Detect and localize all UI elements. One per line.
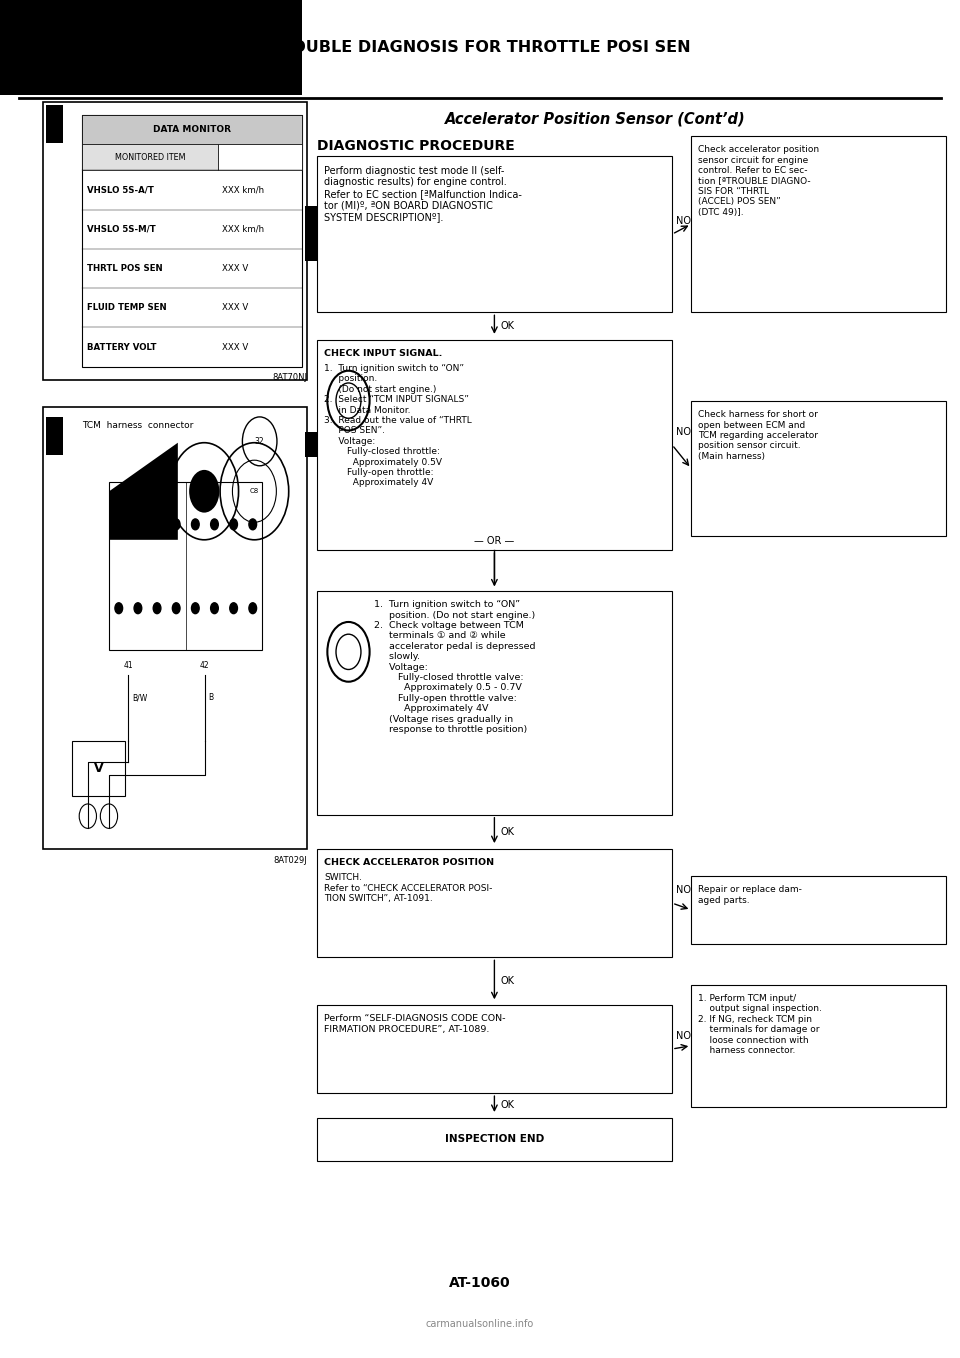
Text: 1. Perform TCM input/
    output signal inspection.
2. If NG, recheck TCM pin
  : 1. Perform TCM input/ output signal insp…: [698, 994, 822, 1055]
Text: BATTERY VOLT: BATTERY VOLT: [87, 342, 156, 352]
Polygon shape: [109, 443, 178, 539]
Text: CHECK ACCELERATOR POSITION: CHECK ACCELERATOR POSITION: [324, 858, 494, 868]
Bar: [305, 432, 317, 458]
Circle shape: [154, 519, 161, 530]
Circle shape: [249, 603, 256, 614]
Text: THRTL POS SEN: THRTL POS SEN: [87, 263, 163, 273]
Bar: [82, 144, 219, 170]
Text: NO: NO: [676, 216, 691, 225]
Text: AT-1060: AT-1060: [449, 1277, 511, 1290]
Text: VHSLO 5S-A/T: VHSLO 5S-A/T: [87, 186, 155, 194]
Circle shape: [173, 603, 180, 614]
Text: CHECK INPUT SIGNAL.: CHECK INPUT SIGNAL.: [324, 349, 443, 359]
Text: XXX V: XXX V: [223, 342, 249, 352]
Circle shape: [210, 603, 218, 614]
Text: 1.  Turn ignition switch to “ON”
     position.
     (Do not start engine.)
2.  : 1. Turn ignition switch to “ON” position…: [324, 364, 472, 488]
Text: Accelerator Position Sensor (Cont’d): Accelerator Position Sensor (Cont’d): [444, 111, 746, 126]
Text: 8AT029J: 8AT029J: [274, 856, 307, 865]
Circle shape: [191, 603, 199, 614]
Bar: [82, 115, 302, 367]
Circle shape: [115, 603, 123, 614]
Text: TROUBLE DIAGNOSIS FOR THROTTLE POSI SEN: TROUBLE DIAGNOSIS FOR THROTTLE POSI SEN: [269, 39, 691, 56]
Bar: [317, 1118, 672, 1161]
Circle shape: [249, 519, 256, 530]
Text: V: V: [93, 762, 104, 775]
Text: OK: OK: [500, 976, 515, 986]
Text: XXX V: XXX V: [223, 303, 249, 312]
Bar: [0, 0, 302, 95]
Circle shape: [134, 603, 142, 614]
Text: DIAGNOSTIC PROCEDURE: DIAGNOSTIC PROCEDURE: [317, 139, 515, 152]
Bar: [691, 876, 946, 944]
Text: NO: NO: [676, 885, 691, 895]
Text: XXX km/h: XXX km/h: [223, 186, 264, 194]
Text: Check accelerator position
sensor circuit for engine
control. Refer to EC sec-
t: Check accelerator position sensor circui…: [698, 145, 819, 217]
Text: B/W: B/W: [132, 693, 148, 702]
Circle shape: [229, 519, 237, 530]
Text: VHSLO 5S-M/T: VHSLO 5S-M/T: [87, 224, 156, 234]
Text: TCM  harness  connector: TCM harness connector: [82, 421, 193, 430]
Text: SWITCH.
Refer to “CHECK ACCELERATOR POSI-
TION SWITCH”, AT-1091.: SWITCH. Refer to “CHECK ACCELERATOR POSI…: [324, 873, 492, 903]
Text: NO: NO: [676, 1031, 691, 1040]
Text: Check harness for short or
open between ECM and
TCM regarding accelerator
positi: Check harness for short or open between …: [698, 410, 818, 460]
Circle shape: [189, 470, 219, 512]
Text: C8: C8: [250, 489, 259, 494]
Text: FLUID TEMP SEN: FLUID TEMP SEN: [87, 303, 167, 312]
Bar: [46, 417, 63, 455]
Bar: [43, 102, 307, 380]
Circle shape: [134, 519, 142, 530]
Text: DATA MONITOR: DATA MONITOR: [153, 125, 231, 134]
Text: — OR —: — OR —: [474, 536, 515, 546]
Text: OK: OK: [500, 827, 515, 837]
Text: NO: NO: [676, 426, 691, 437]
Text: Perform “SELF-DIAGNOSIS CODE CON-
FIRMATION PROCEDURE”, AT-1089.: Perform “SELF-DIAGNOSIS CODE CON- FIRMAT…: [324, 1014, 506, 1033]
Text: XXX km/h: XXX km/h: [223, 224, 264, 234]
Text: B: B: [208, 693, 214, 702]
Text: INSPECTION END: INSPECTION END: [444, 1134, 544, 1145]
Bar: [317, 591, 672, 815]
Circle shape: [173, 519, 180, 530]
Bar: [46, 105, 63, 143]
Bar: [317, 1005, 672, 1093]
Circle shape: [191, 519, 199, 530]
Bar: [109, 482, 262, 650]
Text: MONITORED ITEM: MONITORED ITEM: [115, 153, 185, 162]
Bar: [72, 741, 125, 796]
Text: carmanualsonline.info: carmanualsonline.info: [426, 1319, 534, 1329]
Bar: [691, 401, 946, 536]
Circle shape: [154, 603, 161, 614]
Bar: [305, 206, 317, 261]
Text: OK: OK: [500, 1100, 515, 1111]
Bar: [691, 985, 946, 1107]
Bar: [317, 340, 672, 550]
Text: 32: 32: [254, 437, 265, 445]
Bar: [219, 144, 302, 170]
Text: 8AT70NJ: 8AT70NJ: [273, 373, 307, 383]
Circle shape: [229, 603, 237, 614]
Text: 41: 41: [124, 661, 133, 669]
Bar: [317, 849, 672, 957]
Circle shape: [210, 519, 218, 530]
Circle shape: [115, 519, 123, 530]
Text: XXX V: XXX V: [223, 263, 249, 273]
Text: Perform diagnostic test mode II (self-
diagnostic results) for engine control.
R: Perform diagnostic test mode II (self- d…: [324, 166, 522, 223]
Text: 1.  Turn ignition switch to “ON”
     position. (Do not start engine.)
2.  Check: 1. Turn ignition switch to “ON” position…: [374, 600, 536, 735]
Bar: [82, 115, 302, 144]
Bar: [317, 156, 672, 312]
Text: OK: OK: [500, 320, 515, 331]
Bar: [691, 136, 946, 312]
Text: 42: 42: [200, 661, 209, 669]
Text: Repair or replace dam-
aged parts.: Repair or replace dam- aged parts.: [698, 885, 802, 904]
Bar: [43, 407, 307, 849]
